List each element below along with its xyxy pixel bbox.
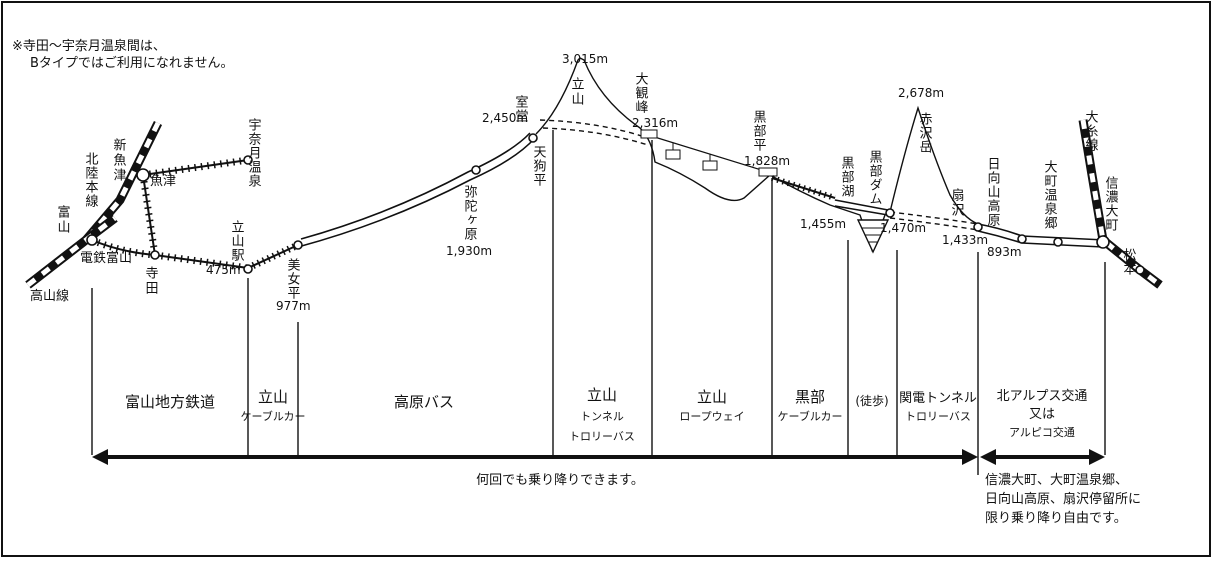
tateyama-ropeway — [640, 129, 778, 177]
section-dividers — [91, 130, 1106, 475]
kurobe-lake — [856, 219, 890, 254]
elev-shinano-omachi: 893m — [987, 245, 1022, 259]
elev-akazawadake: 2,678m — [898, 86, 944, 100]
elev-daikanbo: 2,316m — [632, 116, 678, 130]
elev-tateyama-eki: 475m — [206, 263, 241, 277]
label-kurobedaira: 黒部平 — [751, 110, 767, 152]
section-ropeway-1: 立山 — [697, 388, 727, 406]
station-bijodaira — [293, 240, 303, 250]
label-dentetsu-toyama: 電鉄富山 — [80, 250, 132, 266]
label-matsumoto: 松本 — [1121, 248, 1137, 276]
label-midagahara: 弥陀ヶ原 — [462, 184, 478, 241]
section-kanden-1: 関電トンネル — [899, 391, 977, 406]
elev-tateyama-peak: 3,015m — [562, 52, 608, 66]
elev-kurobe-dam: 1,470m — [880, 221, 926, 235]
elev-midagahara: 1,930m — [446, 244, 492, 258]
station-midagahara — [471, 165, 481, 175]
section-alps-2: 又は — [1029, 407, 1055, 422]
label-hinatayama: 日向山高原 — [985, 157, 1001, 227]
label-akazawadake: 赤沢岳 — [917, 112, 933, 154]
label-tateyama-peak: 立山 — [569, 77, 585, 107]
section-walk: (徒歩) — [855, 393, 888, 408]
elev-bijodaira: 977m — [276, 299, 311, 313]
label-daikanbo: 大観峰 — [633, 72, 649, 114]
station-hinatayama — [1017, 234, 1027, 244]
main-arrow-label: 何回でも乗り降りできます。 — [476, 472, 644, 488]
label-shinano-omachi: 信濃大町 — [1103, 176, 1119, 232]
station-unazuki — [243, 155, 253, 165]
tateyama-tunnel — [539, 119, 649, 146]
label-kurobeko: 黒部湖 — [839, 156, 855, 198]
daikanbo-station-icon — [640, 129, 658, 139]
station-kurobe-dam — [885, 208, 895, 218]
section-alps-3: アルピコ交通 — [1009, 425, 1075, 439]
side-arrow-label-3: 限り乗り降り自由です。 — [985, 511, 1127, 526]
station-matsumoto — [1135, 265, 1145, 275]
station-shinano-omachi — [1096, 235, 1110, 249]
section-ropeway-2: ロープウェイ — [679, 410, 744, 423]
station-murodo — [528, 133, 538, 143]
label-omachi-onsen: 大町温泉郷 — [1042, 160, 1058, 230]
mountain-profile — [535, 57, 979, 253]
side-arrow — [980, 449, 1105, 465]
kurobedaira-station-icon — [758, 167, 778, 177]
label-hokuriku-line: 北陸本線 — [83, 152, 99, 208]
label-ogisawa: 扇沢 — [949, 187, 965, 218]
label-murodo: 室堂 — [513, 94, 529, 123]
station-ogisawa — [973, 222, 983, 232]
side-arrow-label-2: 日向山高原、扇沢停留所に — [985, 491, 1141, 507]
station-omachi-onsen — [1053, 237, 1063, 247]
section-kurobe-cable-1: 黒部 — [795, 388, 825, 406]
label-terada: 寺田 — [143, 266, 159, 296]
label-tateyama-eki: 立山駅 — [229, 220, 245, 262]
section-tateyama-cable-2: ケーブルカー — [240, 409, 305, 423]
elev-ogisawa: 1,433m — [942, 233, 988, 247]
station-tateyama-eki — [243, 264, 253, 274]
station-toyama — [86, 234, 98, 246]
section-tateyama-cable-1: 立山 — [258, 388, 288, 406]
section-kurobe-cable-2: ケーブルカー — [777, 409, 842, 423]
side-arrow-label-1: 信濃大町、大町温泉郷、 — [985, 472, 1128, 488]
label-bijodaira: 美女平 — [285, 258, 301, 300]
note-line-2: Bタイプではご利用になれません。 — [30, 55, 234, 71]
section-tunnel-3: トロリーバス — [569, 430, 635, 443]
label-uozu: 魚津 — [150, 174, 176, 189]
section-tunnel-2: トンネル — [580, 410, 624, 423]
main-arrow — [92, 449, 978, 465]
elev-kurobedaira: 1,828m — [744, 154, 790, 168]
section-alps-1: 北アルプス交通 — [997, 388, 1088, 404]
section-kogen-bus: 高原バス — [394, 393, 454, 411]
tateyama-cable-track — [246, 241, 300, 272]
note-line-1: ※寺田～宇奈月温泉間は、 — [12, 38, 166, 54]
kanden-tunnel — [834, 199, 979, 231]
jr-takayama-line — [25, 214, 118, 289]
station-terada — [150, 250, 160, 260]
kurobe-cable-track — [771, 175, 836, 201]
label-unazuki: 宇奈月温泉 — [246, 118, 262, 188]
elev-kurobeko: 1,455m — [800, 217, 846, 231]
section-tunnel-1: 立山 — [587, 386, 617, 404]
label-tengudaira: 天狗平 — [531, 145, 547, 187]
label-shin-uozu: 新魚津 — [111, 137, 127, 183]
label-kurobe-dam: 黒部ダム — [867, 150, 883, 206]
section-toyama-railway: 富山地方鉄道 — [125, 393, 215, 411]
label-toyama: 富山 — [55, 204, 70, 235]
elev-murodo: 2,450m — [482, 111, 528, 125]
highland-bus-route — [297, 132, 536, 248]
section-kanden-2: トロリーバス — [905, 410, 971, 423]
station-uozu — [136, 168, 150, 182]
label-oito-line: 大糸線 — [1083, 110, 1099, 152]
label-takayama-line: 高山線 — [30, 288, 69, 304]
